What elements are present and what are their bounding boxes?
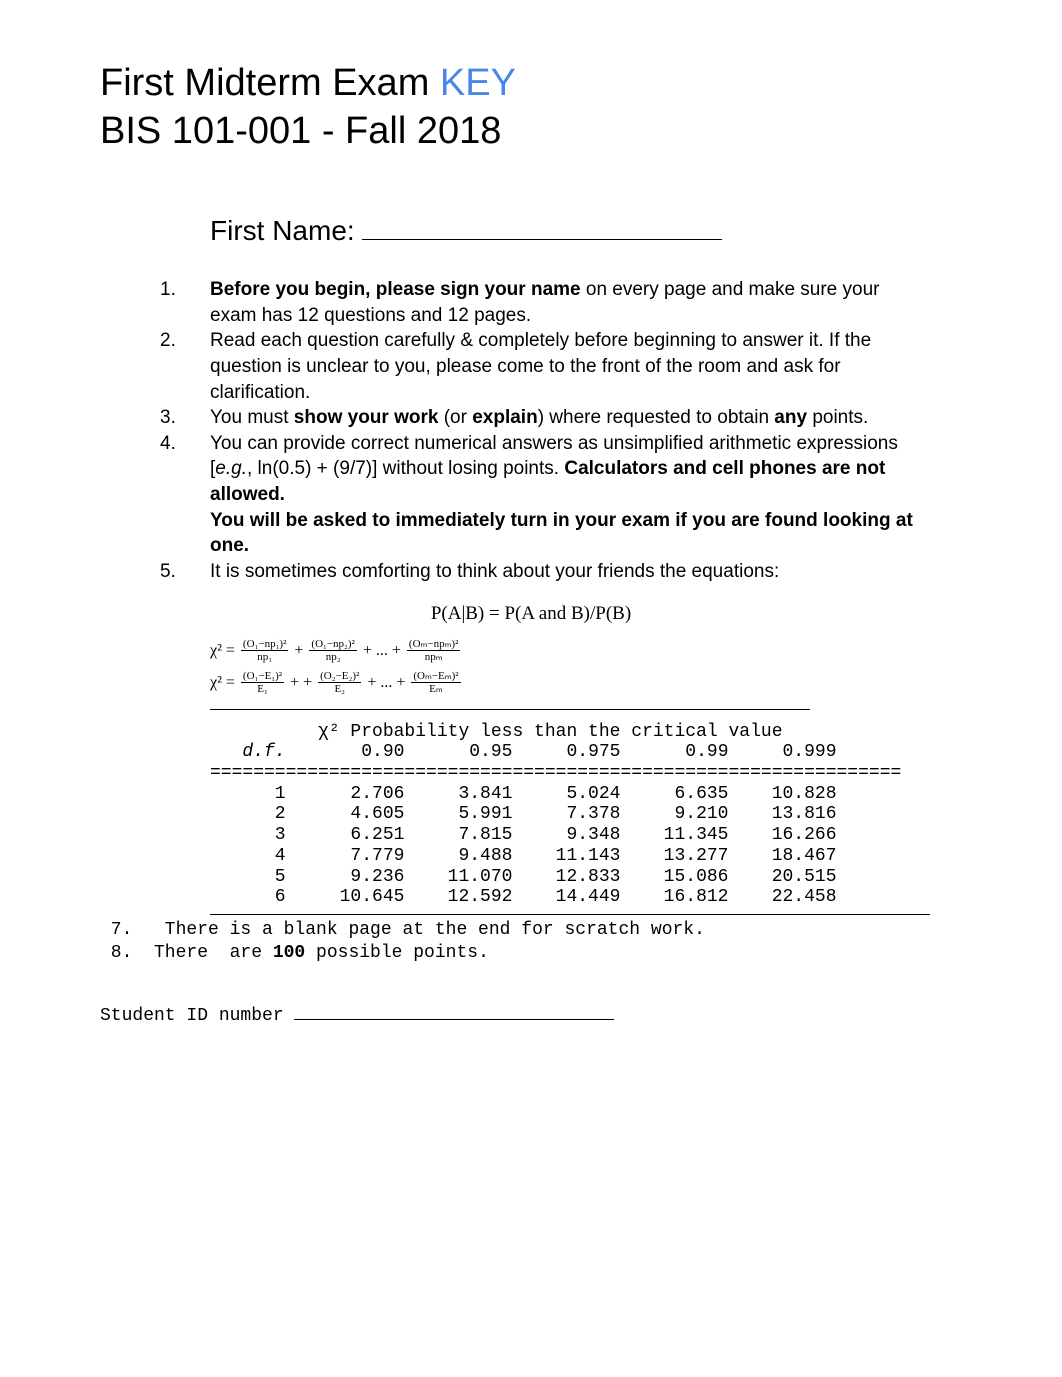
chi-table-divider: ========================================… xyxy=(210,763,962,784)
chi-table-row: 5 9.236 11.070 12.833 15.086 20.515 xyxy=(210,867,962,888)
instruction-number: 2. xyxy=(160,328,210,405)
instruction-body: Read each question carefully & completel… xyxy=(210,328,922,405)
instruction-body: It is sometimes comforting to think abou… xyxy=(210,559,922,585)
divider-line xyxy=(210,709,810,710)
table-bottom-divider xyxy=(210,914,930,915)
instruction-4: 4.You can provide correct numerical answ… xyxy=(160,431,922,457)
fraction: (Oₘ−npₘ)²npₘ xyxy=(407,638,460,663)
fraction: (O₁−np₂)²np₂ xyxy=(309,638,356,663)
instruction-2: 2.Read each question carefully & complet… xyxy=(160,328,922,405)
instruction-body: You can provide correct numerical answer… xyxy=(210,431,922,457)
chi-table-row: 4 7.779 9.488 11.143 13.277 18.467 xyxy=(210,846,962,867)
instruction-number: 4. xyxy=(160,431,210,457)
instruction-sub: [e.g., ln(0.5) + (9/7)] without losing p… xyxy=(160,456,922,507)
name-underline[interactable] xyxy=(362,236,722,240)
instruction-1: 1.Before you begin, please sign your nam… xyxy=(160,277,922,328)
chi-table-row: 1 2.706 3.841 5.024 6.635 10.828 xyxy=(210,784,962,805)
chi-square-table: χ² Probability less than the critical va… xyxy=(210,722,962,908)
instruction-number: 1. xyxy=(160,277,210,328)
student-id-underline[interactable] xyxy=(294,1018,614,1020)
mono-instructions: 7. There is a blank page at the end for … xyxy=(100,919,962,966)
title-key: KEY xyxy=(440,62,516,104)
student-id-field: Student ID number xyxy=(100,1006,962,1026)
instruction-3: 3.You must show your work (or explain) w… xyxy=(160,405,922,431)
instruction-body: You must show your work (or explain) whe… xyxy=(210,405,922,431)
chi-table-row: 2 4.605 5.991 7.378 9.210 13.816 xyxy=(210,804,962,825)
first-name-label: First Name: xyxy=(210,215,362,246)
chi-table-title: χ² Probability less than the critical va… xyxy=(210,722,962,743)
instruction-number: 5. xyxy=(160,559,210,585)
exam-title: First Midterm Exam KEY BIS 101-001 - Fal… xyxy=(100,60,962,155)
chi-table-row: 6 10.645 12.592 14.449 16.812 22.458 xyxy=(210,887,962,908)
chi-square-formulas: χ² = (O₁−np₁)²np₁ + (O₁−np₂)²np₂ + ... +… xyxy=(210,635,962,699)
fraction: (Oₘ−Eₘ)²Eₘ xyxy=(411,670,460,695)
instruction-7: 7. There is a blank page at the end for … xyxy=(100,919,962,942)
fraction: (O₂−E₂)²E₂ xyxy=(318,670,361,695)
instructions-list: 1.Before you begin, please sign your nam… xyxy=(160,277,922,585)
instruction-body: Before you begin, please sign your name … xyxy=(210,277,922,328)
chi-table-header: d.f. 0.90 0.95 0.975 0.99 0.999 xyxy=(210,742,962,763)
chi-table-row: 3 6.251 7.815 9.348 11.345 16.266 xyxy=(210,825,962,846)
instruction-number: 3. xyxy=(160,405,210,431)
first-name-field: First Name: xyxy=(210,215,962,247)
chi-formula-2: χ² = (O₁−E₁)²E₁ + + (O₂−E₂)²E₂ + ... + (… xyxy=(210,667,962,699)
title-line1-prefix: First Midterm Exam xyxy=(100,62,440,104)
fraction: (O₁−np₁)²np₁ xyxy=(241,638,288,663)
instruction-8: 8. There are 100 possible points. xyxy=(100,942,962,965)
conditional-prob-formula: P(A|B) = P(A and B)/P(B) xyxy=(100,603,962,625)
chi-formula-1: χ² = (O₁−np₁)²np₁ + (O₁−np₂)²np₂ + ... +… xyxy=(210,635,962,667)
title-line2: BIS 101-001 - Fall 2018 xyxy=(100,108,962,156)
instruction-5: 5.It is sometimes comforting to think ab… xyxy=(160,559,922,585)
instruction-sub: You will be asked to immediately turn in… xyxy=(160,508,922,559)
fraction: (O₁−E₁)²E₁ xyxy=(241,670,284,695)
student-id-label: Student ID number xyxy=(100,1006,294,1026)
